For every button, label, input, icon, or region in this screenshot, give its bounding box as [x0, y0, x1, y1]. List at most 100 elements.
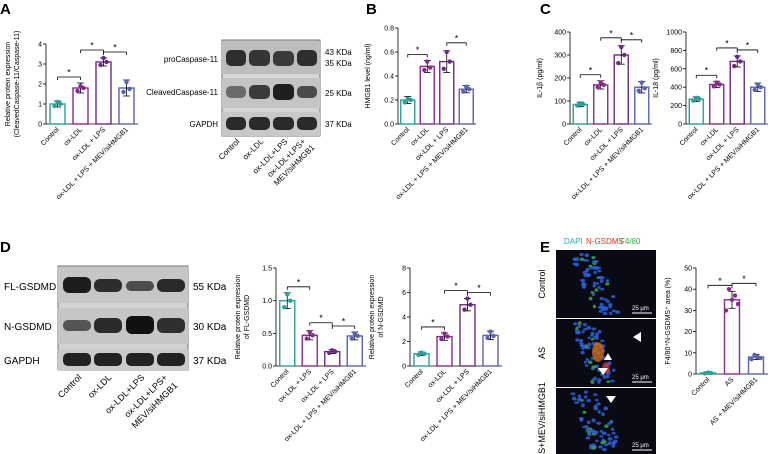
data-point — [445, 334, 450, 339]
nucleus-speck — [591, 365, 597, 369]
nucleus-speck — [593, 270, 597, 275]
nucleus-speck — [594, 398, 599, 402]
nucleus-speck — [577, 397, 582, 402]
nucleus-speck — [579, 339, 584, 342]
y-tick-label: 10 — [684, 350, 692, 357]
nucleus-speck — [577, 324, 582, 329]
y-tick-label: 50 — [684, 266, 692, 273]
bar — [572, 103, 588, 125]
blot-a-band — [226, 50, 246, 66]
data-point — [738, 59, 743, 64]
significance-star: * — [342, 317, 346, 327]
y-tick-label: 0 — [678, 122, 682, 129]
nucleus-speck — [598, 329, 602, 334]
y-tick-label: 200 — [554, 76, 566, 83]
micro-row-as: AS — [537, 347, 547, 359]
significance-star: * — [67, 68, 71, 78]
data-point — [104, 59, 109, 65]
blot-d-label-gapdh: GAPDH — [4, 356, 40, 367]
nucleus-speck — [595, 282, 600, 285]
data-point — [732, 63, 737, 69]
y-tick-label: 600 — [670, 66, 682, 73]
blot-a-label-cleaved: CleavedCaspase-11 — [146, 88, 218, 97]
nucleus-speck — [583, 360, 587, 364]
nucleus-speck — [580, 350, 585, 355]
data-point — [729, 297, 735, 302]
data-point — [288, 298, 293, 303]
data-point — [708, 370, 714, 376]
nucleus-speck — [584, 395, 588, 399]
y-tick-label: 1000 — [666, 30, 682, 37]
blot-d-band — [94, 279, 122, 292]
nucleus-speck — [605, 299, 610, 304]
blot-d-band — [63, 277, 91, 293]
x-tick-label: ox-LDL — [63, 126, 84, 147]
y-tick-label: 2 — [38, 82, 42, 89]
nucleus-speck — [595, 332, 599, 336]
nucleus-speck — [586, 420, 591, 425]
x-tick-label: AS + MEV/siHMGB1 — [709, 376, 760, 427]
y-tick-label: 0.4 — [384, 74, 394, 81]
micro-legend-f480: F4/80 — [620, 237, 641, 246]
nucleus-speck — [578, 342, 584, 345]
panel-letter-b: B — [366, 1, 377, 18]
data-point — [598, 80, 603, 85]
significance-star: * — [742, 274, 746, 284]
data-point — [444, 49, 449, 55]
y-tick-label: 4 — [38, 42, 42, 49]
data-point — [121, 89, 126, 95]
y-tick-label: 0 — [688, 372, 692, 379]
nucleus-speck — [608, 311, 613, 316]
data-point — [428, 65, 433, 70]
data-point — [735, 54, 740, 60]
data-point — [642, 86, 647, 91]
nucleus-speck — [590, 291, 595, 294]
nucleus-speck — [604, 306, 608, 309]
y-tick-label: 30 — [684, 308, 692, 315]
chart-a: 0 1 2 3 4 Relative protein expression (Cleaved… — [5, 31, 138, 201]
x-tick-label: Control — [390, 126, 411, 147]
microscopy-e: DAPI N-GSDMS F4/80 25 μm 25 μm 25 μm Con… — [537, 237, 656, 454]
nucleus-speck — [596, 269, 602, 273]
data-point — [441, 66, 446, 72]
significance-star: * — [609, 28, 613, 38]
blot-a-band — [226, 117, 246, 130]
data-point — [98, 62, 103, 68]
data-point — [595, 85, 600, 90]
y-tick-label: 1.5 — [262, 266, 272, 273]
data-point — [462, 307, 467, 312]
nucleus-speck — [593, 376, 597, 380]
y-axis-label: Relative protein expression — [5, 42, 12, 127]
data-point — [464, 84, 469, 90]
data-point — [601, 82, 606, 88]
y-axis-label: IL-18 (pg/ml) — [653, 58, 660, 98]
panel-letter-a: A — [0, 1, 11, 18]
blot-a-band — [297, 86, 317, 98]
data-point — [723, 308, 729, 313]
bar — [346, 335, 363, 367]
nucleus-speck — [585, 273, 592, 277]
significance-star: * — [455, 33, 459, 43]
bar — [459, 304, 476, 367]
data-point — [349, 336, 354, 341]
nucleus-speck — [606, 433, 611, 437]
blot-d-band — [157, 279, 185, 292]
data-point — [333, 349, 338, 354]
nucleus-speck — [582, 410, 587, 414]
blot-d-band — [126, 353, 154, 366]
y-tick-label: 0.0 — [384, 122, 394, 129]
significance-star: * — [746, 40, 750, 50]
nucleus-speck — [611, 368, 616, 372]
bar — [279, 299, 296, 367]
y-tick-label: 400 — [554, 30, 566, 37]
data-point — [425, 59, 430, 64]
panel-letter-d: D — [0, 239, 11, 256]
data-point — [402, 100, 407, 105]
y-axis-label: Relative protein expression — [235, 275, 242, 360]
nucleus-speck — [579, 252, 584, 256]
nucleus-speck — [595, 439, 599, 443]
y-axis-label: of N-GSDMD — [378, 296, 385, 337]
data-point — [467, 87, 472, 92]
